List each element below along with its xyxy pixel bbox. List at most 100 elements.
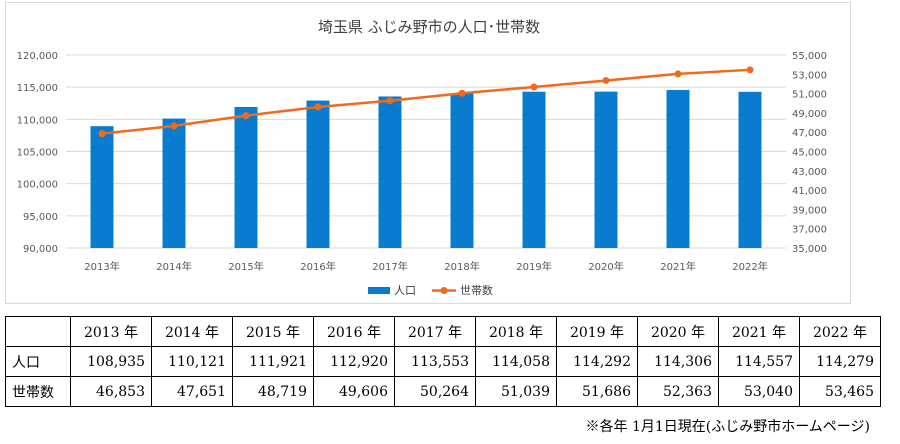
x-axis-tick-label: 2019年 [516,260,551,273]
right-axis-tick-label: 53,000 [792,70,827,81]
population-bar [378,96,402,248]
table-cell: 52,363 [637,376,719,407]
population-bar [306,100,330,248]
left-axis-tick-label: 100,000 [17,180,58,191]
right-axis-tick-label: 37,000 [792,225,827,236]
households-point [458,89,466,97]
table-header-cell: 2019 年 [556,316,638,347]
right-axis-tick-label: 35,000 [792,244,827,255]
table-cell: 114,058 [475,346,557,377]
table-cell: 51,686 [556,376,638,407]
table-cell: 112,920 [313,346,395,377]
table-header-cell: 2013 年 [70,316,152,347]
households-line-path [101,68,751,135]
x-axis-tick-label: 2022年 [732,260,767,273]
table-header-row: 2013 年 2014 年 2015 年 2016 年 2017 年 2018 年 2019… [5,316,881,347]
left-axis-ticks: 90,000 95,000 100,000 105,000 110,000 115,000… [17,51,58,255]
population-bar [666,90,690,248]
table-cell: 47,651 [151,376,233,407]
population-bar [234,106,258,248]
table-header-cell: 2017 年 [394,316,476,347]
households-point [386,97,394,105]
households-point [746,66,754,74]
table-row-label: 世帯数 [5,376,71,407]
table-cell: 48,719 [232,376,314,407]
table-cell: 53,465 [799,376,881,407]
left-axis-tick-label: 90,000 [23,244,58,255]
x-axis-tick-label: 2017年 [372,260,407,273]
right-axis-tick-label: 51,000 [792,90,827,101]
table-cell: 49,606 [313,376,395,407]
right-axis-tick-label: 47,000 [792,128,827,139]
table-cell: 113,553 [394,346,476,377]
right-axis-ticks: 35,000 37,000 39,000 41,000 43,000 45,000 47,0… [792,51,827,255]
x-axis-labels: 2013年 2014年 2015年 2016年 2017年 2018年 2019年 2020年… [84,260,767,273]
table-cell: 51,039 [475,376,557,407]
households-point [242,112,250,120]
population-bar [594,91,618,248]
households-point [602,76,610,84]
right-axis-tick-label: 39,000 [792,205,827,216]
table-header-cell: 2016 年 [313,316,395,347]
table-header-cell: 2014 年 [151,316,233,347]
left-axis-tick-label: 110,000 [17,115,58,126]
table-cell: 114,306 [637,346,719,377]
table-row: 世帯数 46,853 47,651 48,719 49,606 50,264 51,039 5… [5,376,881,407]
table-cell: 114,292 [556,346,638,377]
table-row-label: 人口 [5,346,71,377]
chart-title: 埼玉県 ふじみ野市の人口･世帯数 [318,18,540,36]
left-axis-tick-label: 115,000 [17,83,58,94]
households-point [530,83,538,91]
population-bar [450,93,474,248]
households-point [314,103,322,111]
legend-bar-swatch [368,287,390,294]
left-axis-tick-label: 105,000 [17,148,58,159]
data-table: 2013 年 2014 年 2015 年 2016 年 2017 年 2018 年 2019… [5,316,881,407]
population-bars [90,90,762,248]
population-bar [162,118,186,248]
right-axis-tick-label: 43,000 [792,167,827,178]
population-bar [522,91,546,248]
table-cell: 108,935 [70,346,152,377]
population-bar [738,91,762,248]
households-point [170,122,178,130]
table-header-cell: 2015 年 [232,316,314,347]
left-axis-tick-label: 95,000 [23,212,58,223]
right-axis-tick-label: 55,000 [792,51,827,62]
households-point [98,130,106,138]
households-line [98,66,754,138]
legend-label-households: 世帯数 [460,284,493,297]
x-axis-tick-label: 2016年 [300,260,335,273]
x-axis-tick-label: 2013年 [84,260,119,273]
right-axis-tick-label: 45,000 [792,148,827,159]
table-header-cell: 2020 年 [637,316,719,347]
x-axis-tick-label: 2014年 [156,260,191,273]
table-cell: 114,557 [718,346,800,377]
table-corner-cell [5,316,71,347]
x-axis-tick-label: 2015年 [228,260,263,273]
table-cell: 46,853 [70,376,152,407]
table-cell: 50,264 [394,376,476,407]
chart-container: 埼玉県 ふじみ野市の人口･世帯数 90,000 95,000 100,000 105,… [5,2,851,304]
table-cell: 114,279 [799,346,881,377]
table-header-cell: 2022 年 [799,316,881,347]
legend: 人口 世帯数 [368,284,493,297]
gridlines [66,54,786,249]
footnote: ※各年 1月1日現在(ふじみ野市ホームページ) [585,419,871,435]
x-axis-tick-label: 2021年 [660,260,695,273]
combo-chart: 埼玉県 ふじみ野市の人口･世帯数 90,000 95,000 100,000 105,… [17,18,827,297]
right-axis-tick-label: 49,000 [792,109,827,120]
legend-label-population: 人口 [394,284,416,297]
population-bar [90,126,114,248]
table-cell: 111,921 [232,346,314,377]
x-axis-tick-label: 2018年 [444,260,479,273]
table-cell: 110,121 [151,346,233,377]
left-axis-tick-label: 120,000 [17,51,58,62]
legend-line-marker [440,287,448,294]
table-row: 人口 108,935 110,121 111,921 112,920 113,553 114… [5,346,881,377]
table-header-cell: 2021 年 [718,316,800,347]
right-axis-tick-label: 41,000 [792,186,827,197]
table-cell: 53,040 [718,376,800,407]
table-header-cell: 2018 年 [475,316,557,347]
households-point [674,70,682,78]
